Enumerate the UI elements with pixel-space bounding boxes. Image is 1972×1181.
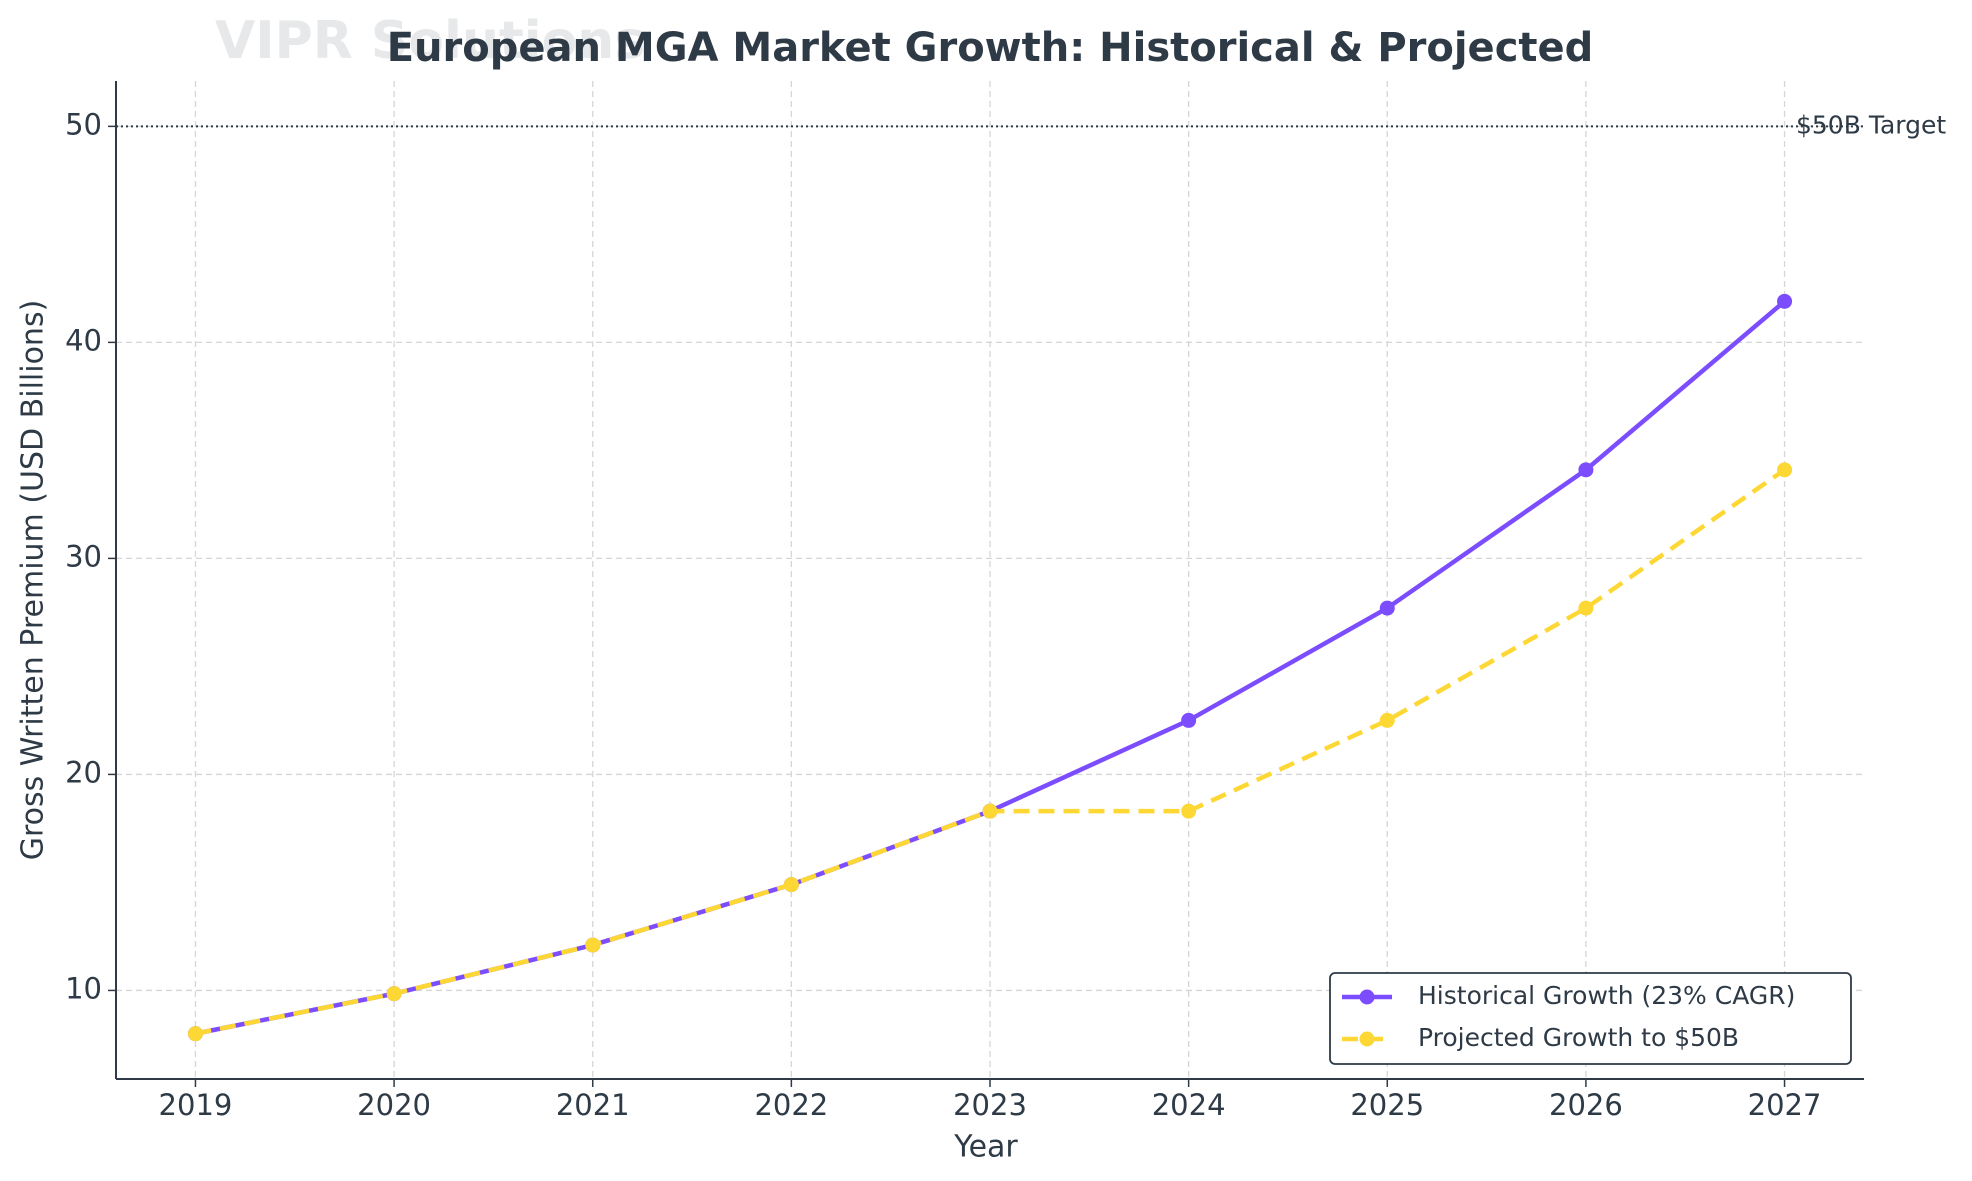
x-tick-label: 2026 [1549,1088,1623,1122]
legend: Historical Growth (23% CAGR) Projected Gr… [1329,972,1852,1065]
x-tick-label: 2027 [1748,1088,1822,1122]
x-tick-label: 2022 [754,1088,828,1122]
x-tick-label: 2020 [357,1088,431,1122]
series-marker [1379,600,1395,616]
x-tick-label: 2025 [1350,1088,1424,1122]
series-marker [1777,462,1793,478]
y-tick-label: 20 [65,755,102,789]
x-tick-label: 2023 [953,1088,1027,1122]
y-tick-label: 10 [65,971,102,1005]
legend-marker [1359,989,1375,1005]
series-marker [1578,600,1594,616]
legend-marker [1359,1031,1375,1047]
legend-label: Projected Growth to $50B [1418,1023,1739,1052]
series-marker [1181,712,1197,728]
y-tick-label: 40 [65,323,102,357]
legend-label: Historical Growth (23% CAGR) [1418,981,1795,1010]
series-marker [187,1026,203,1042]
legend-box [1329,972,1852,1065]
x-tick-label: 2019 [159,1088,233,1122]
x-axis-label: Year [953,1130,1018,1165]
series-marker [1777,293,1793,309]
series-marker [982,803,998,819]
x-tick-label: 2021 [556,1088,630,1122]
series-marker [1379,712,1395,728]
y-axis-label: Gross Written Premium (USD Billions) [16,300,51,861]
y-tick-label: 30 [65,539,102,573]
watermark: VIPR Solutions [215,11,645,71]
chart-title: European MGA Market Growth: Historical &… [387,25,1594,71]
y-tick-label: 50 [65,107,102,141]
series-marker [585,937,601,953]
series-marker [783,877,799,893]
target-label: $50B Target [1796,110,1946,139]
x-tick-label: 2024 [1152,1088,1226,1122]
series-marker [1578,462,1594,478]
series-marker [386,986,402,1002]
series-marker [1181,803,1197,819]
